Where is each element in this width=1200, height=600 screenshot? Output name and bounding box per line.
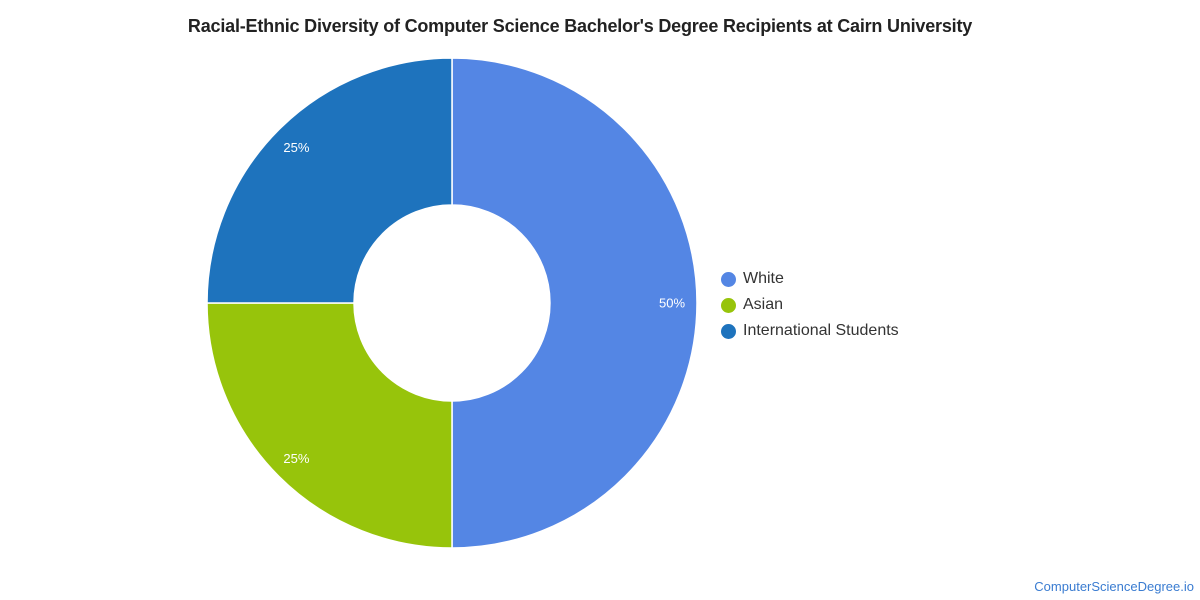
legend-swatch-asian	[721, 297, 736, 313]
legend-swatch-international-students	[721, 323, 736, 339]
legend-label-international-students: International Students	[743, 322, 899, 339]
slice-label-international-students: 25%	[283, 140, 309, 155]
legend-item-international-students[interactable]: International Students	[721, 318, 899, 344]
slice-asian[interactable]	[206, 302, 453, 549]
legend-label-asian: Asian	[743, 296, 784, 313]
slice-label-asian: 25%	[283, 451, 309, 466]
legend-swatch-white	[721, 271, 736, 287]
slice-international-students[interactable]	[206, 57, 453, 304]
legend-label-white: White	[743, 270, 784, 287]
slice-white[interactable]	[451, 57, 698, 549]
legend-item-white[interactable]: White	[721, 266, 899, 292]
chart-title: Racial-Ethnic Diversity of Computer Scie…	[187, 16, 973, 36]
legend-item-asian[interactable]: Asian	[721, 292, 899, 318]
site-watermark: ComputerScienceDegree.io	[1034, 579, 1194, 594]
slice-label-white: 50%	[659, 296, 685, 311]
legend: White Asian International Students	[721, 266, 899, 344]
